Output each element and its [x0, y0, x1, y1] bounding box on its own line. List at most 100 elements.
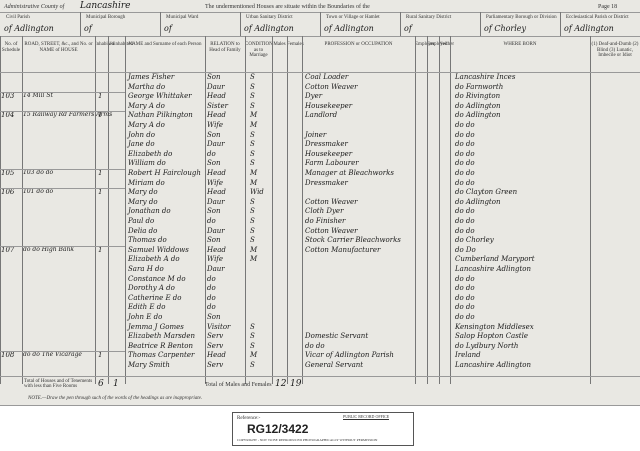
cell-condition: S: [250, 73, 255, 81]
cell-occupation: Housekeeper: [305, 149, 353, 158]
column-line: [439, 36, 440, 384]
cell-relation: Daur: [207, 82, 225, 91]
cell-born: do Do: [455, 245, 476, 254]
column-header: NAME and Surname of each Person: [128, 42, 202, 47]
cell-born: do do: [455, 169, 475, 177]
parish-label: Ecclesiastical Parish or District: [566, 15, 629, 20]
cell-condition: M: [250, 351, 258, 360]
cell-condition: S: [250, 197, 255, 206]
divider: [240, 12, 241, 36]
column-header: WHERE BORN: [503, 42, 537, 47]
cell-relation: Daur: [207, 197, 225, 206]
cell-name: Martha do: [128, 82, 166, 91]
column-header: RELATION to Head of Family: [209, 42, 241, 53]
cell-born: do do: [455, 178, 475, 187]
cell-name: Jonathan do: [128, 207, 171, 216]
cell-name: John do: [128, 130, 155, 139]
cell-inhabited: 1: [98, 245, 103, 254]
cell-occupation: Dressmaker: [305, 140, 348, 149]
cell-name: Thomas do: [128, 236, 167, 245]
cell-born: do Rivington: [455, 92, 501, 101]
cell-relation: Son: [207, 73, 221, 81]
cell-relation: Head: [207, 351, 226, 360]
cell-schedule: 103: [1, 92, 15, 101]
cell-condition: S: [250, 101, 255, 110]
cell-relation: Daur: [207, 140, 225, 149]
column-line: [125, 36, 126, 384]
cell-name: Mary A do: [128, 121, 165, 129]
column-header: ROAD, STREET, &c., and No. or NAME of HO…: [24, 42, 93, 53]
cell-address: do do The Vicarage: [23, 351, 82, 359]
cell-relation: Serv: [207, 341, 224, 350]
cell-born: do Lydbury North: [455, 341, 519, 350]
column-line: [590, 36, 591, 384]
cell-occupation: Vicar of Adlington Parish: [305, 351, 394, 360]
cell-born: do do: [455, 293, 475, 302]
column-line: [415, 36, 416, 384]
cell-born: do do: [455, 149, 475, 158]
cell-name: Constance M do: [128, 274, 186, 283]
parish-value: of Chorley: [484, 24, 527, 33]
cell-relation: Wife: [207, 178, 224, 187]
household-rule: [0, 188, 125, 190]
cell-inhabited: 1: [98, 92, 103, 101]
cell-condition: M: [250, 255, 258, 264]
cell-born: do do: [455, 284, 475, 293]
divider: [320, 12, 321, 36]
divider: [160, 12, 161, 36]
cell-name: Edith E do: [128, 303, 166, 312]
cell-born: do do: [455, 313, 475, 321]
column-line: [0, 36, 1, 384]
parish-value: of: [84, 24, 92, 33]
cell-relation: do: [207, 303, 216, 312]
parish-value: of: [164, 24, 172, 33]
parish-value: of Adlington: [244, 24, 294, 33]
cell-name: Samuel Widdows: [128, 245, 189, 254]
cell-occupation: Farm Labourer: [305, 159, 359, 168]
cell-name: Robert H Fairclough: [128, 169, 201, 177]
cell-born: do do: [455, 207, 475, 216]
cell-condition: S: [250, 140, 255, 149]
cell-born: do Chorley: [455, 236, 494, 245]
cell-address: do do High Bank: [23, 245, 74, 253]
rule: [0, 72, 640, 73]
parish-label: Parliamentary Borough or Division: [486, 15, 557, 20]
cell-born: Lancashire Adlington: [455, 361, 532, 369]
reference: RG12/3422: [247, 422, 309, 436]
cell-name: Elizabeth do: [128, 149, 173, 158]
cell-schedule: 104: [1, 111, 15, 120]
cell-condition: M: [250, 178, 258, 187]
office: PUBLIC RECORD OFFICE: [343, 414, 390, 420]
cell-occupation: Manager at Bleachworks: [305, 169, 394, 177]
cell-occupation: Cotton Weaver: [305, 226, 358, 235]
household-rule: [0, 169, 125, 170]
cell-occupation: Cotton Manufacturer: [305, 245, 381, 254]
total-males: 12: [275, 379, 287, 389]
cell-born: do Clayton Green: [455, 188, 518, 197]
cell-relation: do: [207, 293, 216, 302]
column-header: CONDITION as to Marriage: [245, 42, 273, 58]
cell-born: Ireland: [455, 351, 481, 360]
household-rule: [0, 351, 125, 353]
column-line: [272, 36, 273, 384]
column-header: Females: [287, 42, 304, 47]
cell-relation: Wife: [207, 121, 224, 129]
cell-relation: do: [207, 217, 216, 225]
cell-name: Jemma J Gomes: [128, 322, 184, 331]
cell-condition: M: [250, 111, 258, 120]
cell-condition: S: [250, 82, 255, 91]
cell-name: Sara H do: [128, 265, 164, 273]
copyright: COPYRIGHT - NOT TO BE REPRODUCED PHOTOGR…: [237, 438, 378, 442]
cell-relation: Son: [207, 159, 221, 168]
parish-label: Civil Parish: [6, 15, 30, 20]
cell-relation: Head: [207, 92, 226, 101]
column-header: Employed: [427, 42, 448, 47]
cell-born: do do: [455, 217, 475, 225]
divider: [80, 12, 81, 36]
cell-name: Mary Smith: [128, 361, 170, 369]
cell-relation: Sister: [207, 101, 228, 110]
cell-name: Mary do: [128, 188, 158, 197]
cell-born: Lancashire Inces: [455, 73, 516, 81]
column-line: [450, 36, 451, 384]
column-header: (1) Deaf-and-Dumb (2) Blind (3) Lunatic,…: [591, 42, 639, 58]
